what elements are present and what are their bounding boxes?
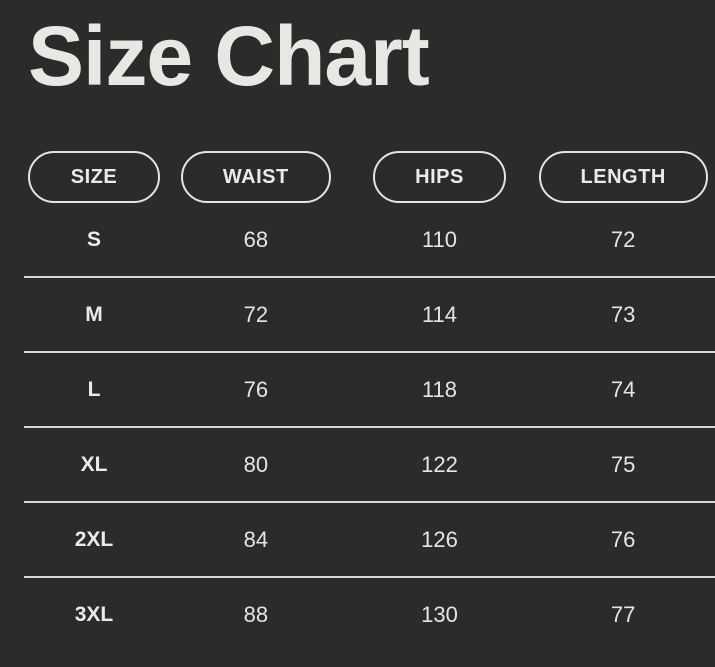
page-title: Size Chart xyxy=(28,9,430,103)
waist-value: 88 xyxy=(243,602,269,627)
waist-value: 68 xyxy=(243,226,269,252)
size-label: L xyxy=(87,377,101,401)
size-label: M xyxy=(85,302,103,326)
size-chart-table: SIZE WAIST HIPS LENGTH S 68 110 72 M 72 … xyxy=(24,151,715,652)
table-row-s: S 68 110 72 xyxy=(24,203,715,278)
size-label: S xyxy=(86,227,101,251)
column-header-pill-size: SIZE xyxy=(28,151,160,203)
column-header-cell-hips: HIPS xyxy=(348,151,532,203)
length-value: 72 xyxy=(610,226,636,252)
waist-value: 72 xyxy=(243,301,269,327)
length-value: 75 xyxy=(610,451,636,477)
table-row-3xl: 3XL 88 130 77 xyxy=(24,578,715,652)
size-label: XL xyxy=(80,452,108,476)
table-row-xl: XL 80 122 75 xyxy=(24,428,715,503)
column-header-pill-length: LENGTH xyxy=(538,151,708,203)
table-row-l: L 76 118 74 xyxy=(24,353,715,428)
hips-value: 114 xyxy=(421,301,458,327)
hips-value: 118 xyxy=(421,376,458,402)
length-value: 73 xyxy=(610,301,636,327)
hips-value: 126 xyxy=(421,526,458,552)
hips-value: 110 xyxy=(421,226,458,252)
column-header-pill-hips: HIPS xyxy=(373,151,506,203)
hips-value: 130 xyxy=(421,602,458,627)
waist-value: 80 xyxy=(243,451,269,477)
waist-value: 84 xyxy=(243,526,269,552)
size-label: 3XL xyxy=(74,603,114,626)
table-header-row: SIZE WAIST HIPS LENGTH xyxy=(24,151,715,203)
length-value: 74 xyxy=(610,376,636,402)
column-header-cell-size: SIZE xyxy=(24,151,164,203)
column-header-pill-waist: WAIST xyxy=(180,151,331,203)
length-value: 77 xyxy=(610,602,636,627)
size-label: 2XL xyxy=(74,527,114,551)
hips-value: 122 xyxy=(421,451,458,477)
table-row-m: M 72 114 73 xyxy=(24,278,715,353)
table-row-2xl: 2XL 84 126 76 xyxy=(24,503,715,578)
length-value: 76 xyxy=(610,526,636,552)
waist-value: 76 xyxy=(243,376,269,402)
size-chart-page: Size Chart SIZE WAIST HIPS LENGTH S 68 1… xyxy=(0,14,715,667)
column-header-cell-length: LENGTH xyxy=(531,151,715,203)
column-header-cell-waist: WAIST xyxy=(164,151,348,203)
